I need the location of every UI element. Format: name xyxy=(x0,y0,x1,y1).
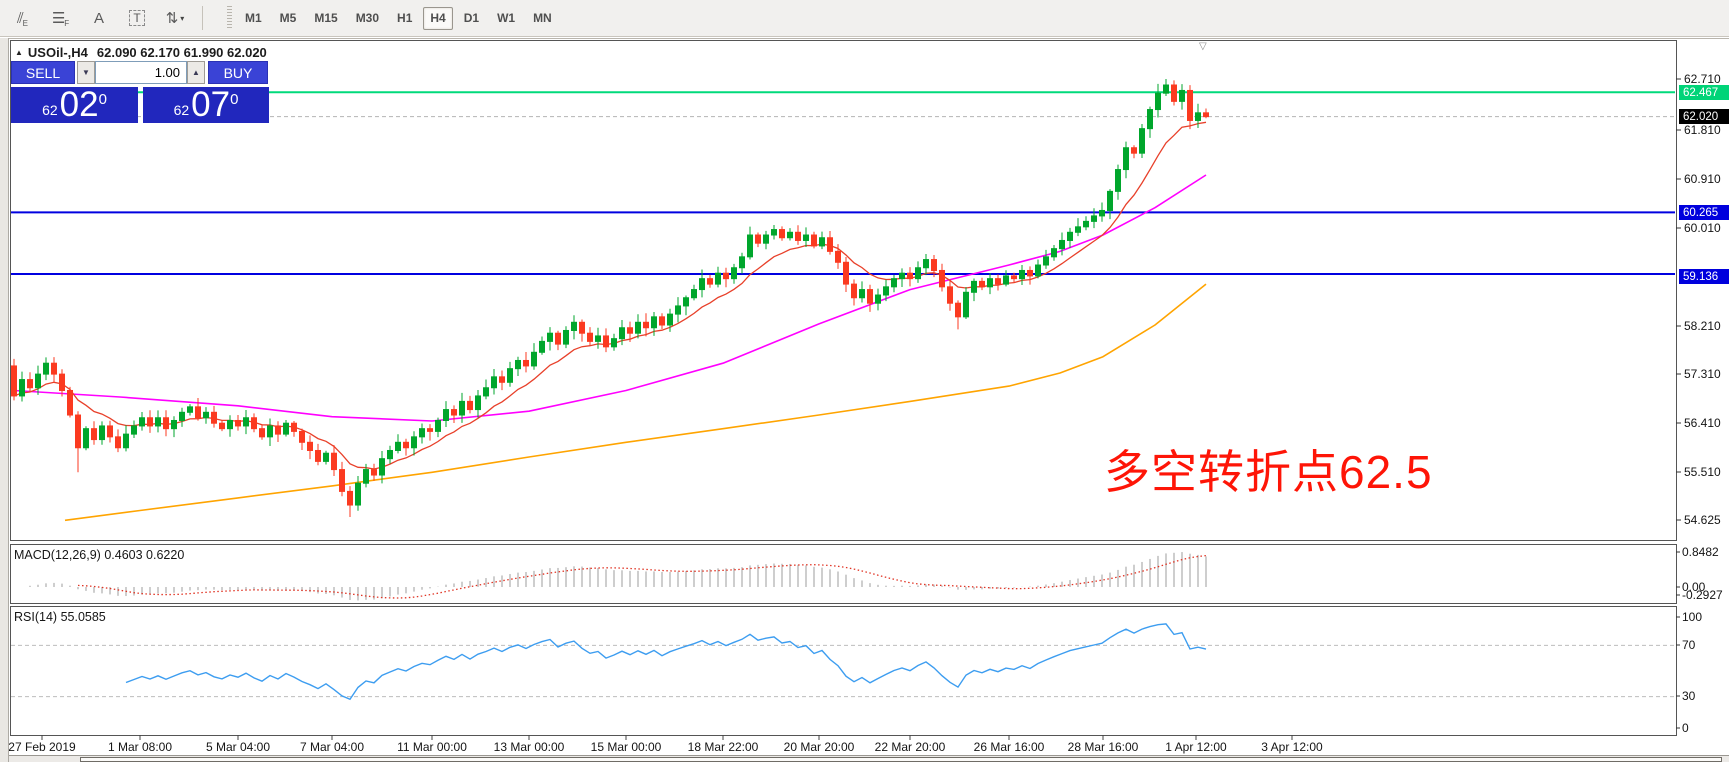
candles xyxy=(11,79,1209,518)
time-axis-label: 20 Mar 20:00 xyxy=(783,740,855,754)
macd-tick-label: 0.8482 xyxy=(1682,545,1719,559)
price-badge-60.265: 60.265 xyxy=(1679,205,1729,220)
volume-increase-button[interactable]: ▲ xyxy=(187,61,205,84)
chart-ohlc-values: 62.090 62.170 61.990 62.020 xyxy=(96,45,267,60)
timeframe-button-H1[interactable]: H1 xyxy=(397,11,413,25)
price-tick-label: 60.910 xyxy=(1684,172,1721,186)
buy-price-display[interactable]: 62 07 0 xyxy=(143,85,269,123)
macd-layer xyxy=(29,552,1207,601)
time-axis-label: 1 Mar 08:00 xyxy=(107,740,173,754)
arrows-tool-icon[interactable]: ⇅ ▾ xyxy=(165,10,185,27)
sell-button[interactable]: SELL xyxy=(11,61,75,84)
buy-button[interactable]: BUY xyxy=(208,61,268,84)
toolbar-grip[interactable] xyxy=(227,6,232,30)
text-label-icon[interactable]: A xyxy=(93,9,104,27)
rsi-value: 55.0585 xyxy=(60,610,106,624)
main-panel-frame xyxy=(10,40,1677,541)
timeframe-button-H4[interactable]: H4 xyxy=(423,6,453,30)
macd-tick-label: -0.2927 xyxy=(1682,588,1723,602)
timeframe-button-group: M1 M5 M15 M30 H1 H4 D1 W1 MN xyxy=(234,6,559,30)
sell-price-display[interactable]: 62 02 0 xyxy=(11,85,138,123)
toolbar-separator xyxy=(202,6,203,30)
toolbar: ⫽ E ☰ F A T ⇅ ▾ M1 M5 M15 M30 H1 H4 D1 W1 MN xyxy=(0,0,1729,37)
chart-area xyxy=(0,38,1729,762)
time-axis-label: 27 Feb 2019 xyxy=(8,740,76,754)
rsi-tick-label: 100 xyxy=(1682,610,1703,624)
timeframe-button-M15[interactable]: M15 xyxy=(314,11,338,25)
buy-price-whole: 62 xyxy=(173,102,190,118)
chart-title: ▲ USOil-,H4 62.090 62.170 61.990 62.020 xyxy=(15,45,267,60)
price-tick-label: 55.510 xyxy=(1684,465,1721,479)
time-axis-label: 5 Mar 04:00 xyxy=(205,740,271,754)
rsi-line xyxy=(125,623,1207,701)
price-tick-label: 56.410 xyxy=(1684,416,1721,430)
timeframe-button-W1[interactable]: W1 xyxy=(497,11,516,25)
price-badge-59.136: 59.136 xyxy=(1679,269,1729,284)
macd-signal-line xyxy=(77,554,1207,599)
timeframe-button-M5[interactable]: M5 xyxy=(279,11,297,25)
rsi-layer xyxy=(11,623,1675,701)
time-axis-label: 15 Mar 00:00 xyxy=(590,740,662,754)
chart-shift-marker-icon[interactable]: ▽ xyxy=(1199,41,1207,52)
drawing-tools-group: ⫽ E ☰ F A T ⇅ ▾ xyxy=(0,5,190,31)
rsi-tick-label: 0 xyxy=(1682,721,1689,735)
chart-canvas[interactable] xyxy=(0,38,1729,762)
chart-text-annotation[interactable]: 多空转折点62.5 xyxy=(1104,446,1433,498)
price-badge-62.467: 62.467 xyxy=(1679,85,1729,100)
volume-input[interactable]: 1.00 xyxy=(95,61,187,84)
rsi-indicator-label: RSI(14) 55.0585 xyxy=(14,610,106,624)
scrollbar-thumb[interactable] xyxy=(80,757,1722,762)
fibonacci-retracement-icon[interactable]: ☰ F xyxy=(51,10,70,28)
equidistant-channel-icon[interactable]: ⫽ E xyxy=(16,9,29,28)
fast-ma-line xyxy=(13,121,1207,470)
buy-price-point: 0 xyxy=(230,91,239,108)
time-axis-label: 3 Apr 12:00 xyxy=(1261,740,1323,754)
price-tick-label: 58.210 xyxy=(1684,319,1721,333)
chart-symbol-period: USOil-,H4 xyxy=(27,45,88,60)
price-badge-62.020: 62.020 xyxy=(1679,109,1729,124)
one-click-trading-panel: SELL ▼ 1.00 ▲ BUY 62 02 0 62 07 0 xyxy=(11,61,269,123)
time-axis-label: 22 Mar 20:00 xyxy=(874,740,946,754)
macd-indicator-label: MACD(12,26,9) 0.4603 0.6220 xyxy=(14,548,185,562)
timeframe-button-M30[interactable]: M30 xyxy=(355,11,380,25)
price-tick-label: 61.810 xyxy=(1684,123,1721,137)
time-axis-label: 7 Mar 04:00 xyxy=(299,740,365,754)
price-tick-label: 60.010 xyxy=(1684,221,1721,235)
collapse-triangle-icon[interactable]: ▲ xyxy=(15,48,23,57)
price-tick-label: 57.310 xyxy=(1684,367,1721,381)
rsi-tick-label: 30 xyxy=(1682,689,1696,703)
time-axis-label: 28 Mar 16:00 xyxy=(1067,740,1139,754)
time-axis-label: 26 Mar 16:00 xyxy=(973,740,1045,754)
macd-panel-frame xyxy=(10,544,1677,604)
timeframe-button-D1[interactable]: D1 xyxy=(463,11,480,25)
buy-price-pips: 07 xyxy=(191,85,231,124)
timeframe-button-M1[interactable]: M1 xyxy=(245,11,262,25)
text-box-icon[interactable]: T xyxy=(122,5,152,31)
sell-price-whole: 62 xyxy=(42,102,58,118)
volume-decrease-button[interactable]: ▼ xyxy=(77,61,95,84)
horizontal-scrollbar[interactable] xyxy=(0,755,1729,762)
price-tick-label: 62.710 xyxy=(1684,72,1721,86)
sell-price-pips: 02 xyxy=(59,85,99,124)
price-tick-label: 54.625 xyxy=(1684,513,1721,527)
timeframe-button-MN[interactable]: MN xyxy=(533,11,552,25)
time-axis-label: 13 Mar 00:00 xyxy=(493,740,565,754)
rsi-panel-frame xyxy=(10,606,1677,736)
main-chart-layer xyxy=(11,79,1675,522)
time-axis-label: 1 Apr 12:00 xyxy=(1165,740,1227,754)
time-axis-label: 11 Mar 00:00 xyxy=(397,740,467,754)
sell-price-point: 0 xyxy=(98,91,107,108)
macd-tick-label: 0.00 xyxy=(1682,580,1706,594)
window-left-edge xyxy=(0,38,9,762)
macd-values: 0.4603 0.6220 xyxy=(104,548,185,562)
time-axis-label: 18 Mar 22:00 xyxy=(687,740,759,754)
rsi-tick-label: 70 xyxy=(1682,638,1696,652)
